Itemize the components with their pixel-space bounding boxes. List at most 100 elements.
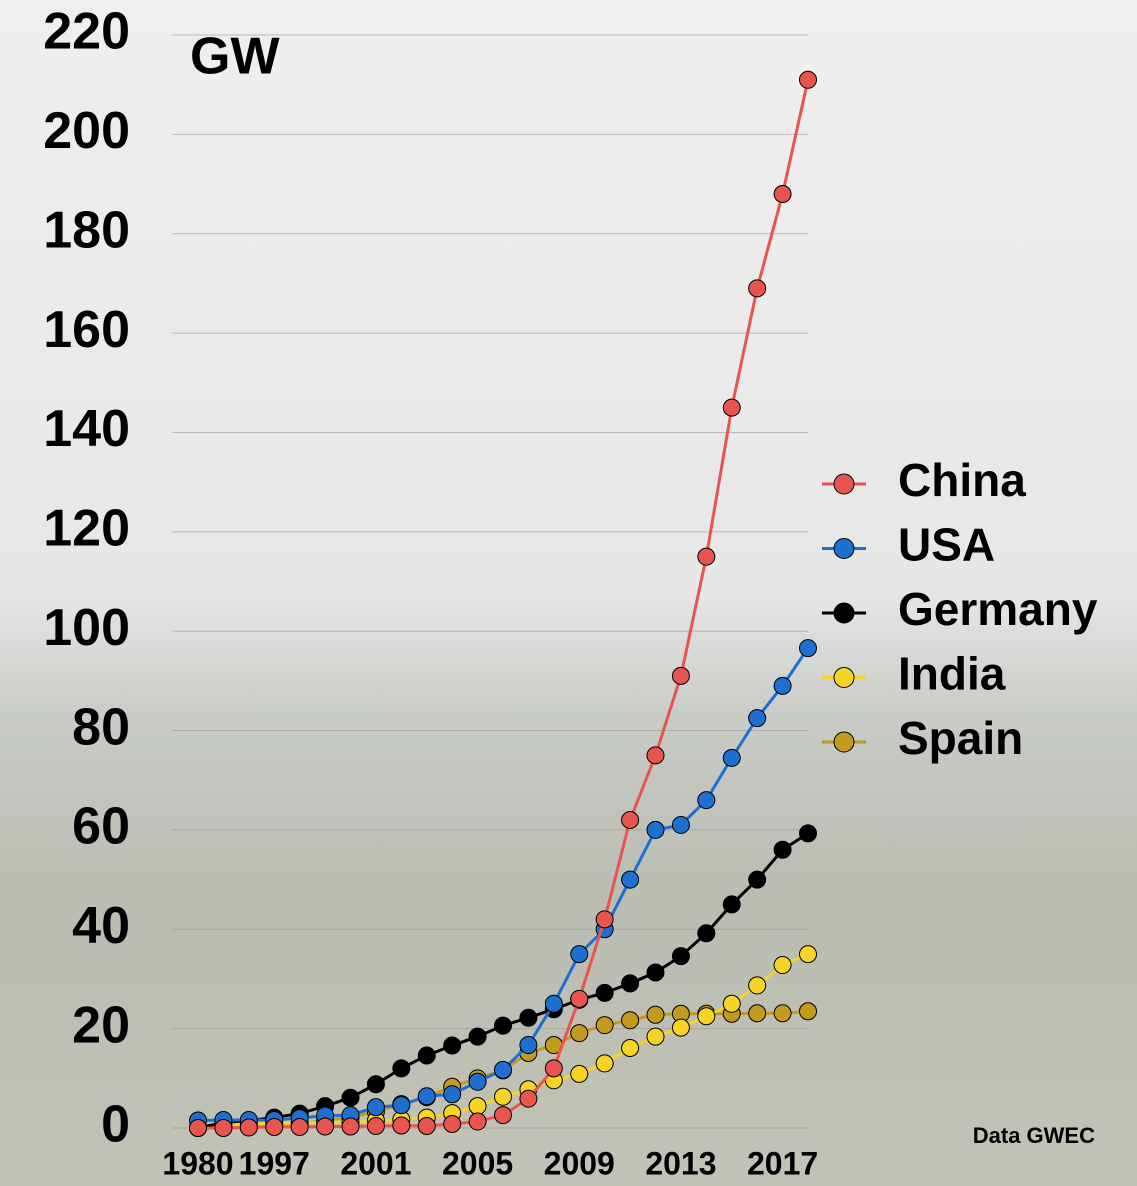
data-point	[671, 947, 690, 966]
legend-marker	[833, 602, 855, 624]
data-point	[646, 963, 665, 982]
data-point	[519, 1036, 538, 1055]
y-tick-label: 100	[43, 599, 130, 657]
data-point	[570, 945, 589, 964]
data-point	[341, 1117, 360, 1136]
data-point	[595, 983, 614, 1002]
data-point	[595, 1054, 614, 1073]
data-point	[621, 1011, 640, 1030]
data-point	[468, 1027, 487, 1046]
data-point	[799, 639, 817, 658]
legend-label: China	[898, 454, 1026, 506]
data-point	[443, 1115, 462, 1134]
data-point	[697, 547, 716, 566]
data-point	[671, 1018, 690, 1037]
data-point	[621, 810, 640, 829]
x-tick-label: 2005	[442, 1145, 513, 1181]
data-point	[570, 1064, 589, 1083]
data-point	[392, 1096, 411, 1115]
data-point	[671, 815, 690, 834]
y-tick-label: 200	[43, 102, 130, 160]
data-point	[214, 1119, 233, 1137]
data-point	[341, 1088, 360, 1107]
x-tick-label: 2013	[645, 1145, 716, 1181]
data-point	[646, 1027, 665, 1046]
data-point	[773, 840, 792, 859]
data-point	[443, 1085, 462, 1104]
data-point	[621, 1039, 640, 1058]
x-tick-label: 1997	[239, 1145, 310, 1181]
data-point	[646, 1005, 665, 1024]
data-point	[646, 746, 665, 765]
data-point	[722, 994, 741, 1013]
data-point	[494, 1106, 512, 1125]
data-point	[468, 1112, 487, 1131]
legend-label: Germany	[898, 583, 1098, 635]
y-tick-label: 60	[72, 798, 130, 856]
data-point	[468, 1072, 487, 1091]
y-tick-label: 220	[43, 3, 130, 61]
data-point	[519, 1089, 538, 1108]
data-point	[671, 666, 690, 685]
data-point	[748, 976, 767, 995]
x-tick-label: 2009	[544, 1145, 615, 1181]
data-point	[722, 895, 741, 914]
data-point	[290, 1118, 309, 1137]
legend-label: USA	[898, 519, 995, 571]
source-note: Data GWEC	[973, 1123, 1095, 1148]
x-tick-label: 2017	[747, 1145, 818, 1181]
y-tick-label: 140	[43, 400, 130, 458]
y-tick-label: 180	[43, 201, 130, 259]
y-tick-label: 80	[72, 698, 130, 756]
data-point	[366, 1075, 385, 1094]
data-point	[570, 989, 589, 1008]
y-unit-label: GW	[190, 28, 280, 86]
y-tick-label: 160	[43, 301, 130, 359]
data-point	[570, 1024, 589, 1043]
data-point	[417, 1117, 436, 1136]
data-point	[773, 676, 792, 695]
data-point	[544, 994, 563, 1013]
y-tick-label: 40	[72, 897, 130, 955]
data-point	[748, 870, 767, 889]
legend-marker	[833, 473, 855, 495]
data-point	[773, 956, 792, 975]
data-point	[799, 1002, 817, 1021]
data-point	[697, 1007, 716, 1026]
data-point	[443, 1036, 462, 1055]
x-tick-label: 2001	[340, 1145, 411, 1181]
data-point	[417, 1087, 436, 1106]
data-point	[748, 709, 767, 728]
data-point	[366, 1098, 385, 1117]
data-point	[799, 70, 817, 89]
data-point	[519, 1008, 538, 1027]
data-point	[544, 1059, 563, 1078]
data-point	[722, 398, 741, 417]
data-point	[316, 1117, 335, 1136]
data-point	[366, 1117, 385, 1136]
legend-marker	[833, 667, 855, 688]
data-point	[595, 910, 614, 929]
data-point	[646, 820, 665, 839]
data-point	[799, 945, 817, 964]
legend-marker	[833, 731, 855, 753]
data-point	[621, 974, 640, 993]
data-point	[748, 1004, 767, 1023]
data-point	[697, 924, 716, 943]
data-point	[697, 791, 716, 810]
data-point	[494, 1087, 512, 1106]
data-point	[722, 748, 741, 767]
data-point	[468, 1097, 487, 1116]
data-point	[494, 1060, 512, 1079]
data-point	[265, 1118, 284, 1137]
data-point	[773, 1004, 792, 1023]
data-point	[189, 1119, 207, 1137]
data-point	[494, 1016, 512, 1035]
data-point	[773, 184, 792, 203]
legend-marker	[833, 538, 855, 559]
legend-label: Spain	[898, 712, 1023, 764]
y-tick-label: 0	[101, 1096, 130, 1154]
data-point	[417, 1046, 436, 1065]
x-tick-label: 1980	[162, 1145, 233, 1181]
data-point	[799, 824, 817, 843]
